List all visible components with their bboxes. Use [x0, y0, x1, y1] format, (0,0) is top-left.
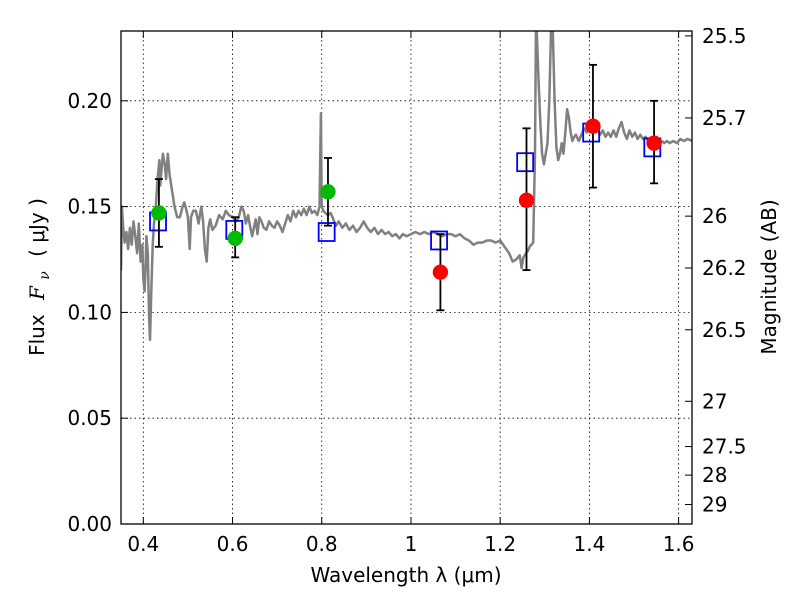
data-point: [151, 205, 167, 221]
y-axis-label-subscript: ν: [37, 271, 53, 280]
ticks-layer: [121, 31, 692, 525]
x-tick-label: 1.2: [484, 532, 516, 556]
x-tick-label: 1.4: [573, 532, 605, 556]
spectrum-layer: [121, 31, 692, 342]
x-tick-label: 0.4: [127, 532, 159, 556]
y-tick-label: 0.20: [67, 89, 112, 113]
right-tick-label: 27.5: [702, 435, 747, 459]
y-axis-label-right: Magnitude (AB): [757, 199, 781, 354]
tick-labels-layer: 0.4 0.6 0.8 1 1.2 1.4 1.6 0.00 0.05 0.10 0.15 0.20 2…: [67, 24, 746, 556]
model-square: [317, 222, 336, 242]
spectrum-line: [121, 31, 692, 342]
x-tick-label: 1.6: [663, 532, 695, 556]
model-squares-layer: [149, 122, 662, 251]
data-point: [227, 230, 243, 247]
x-tick-label: 1: [405, 532, 418, 556]
y-tick-label: 0.10: [67, 300, 112, 324]
model-square: [516, 152, 535, 173]
right-tick-label: 28: [702, 463, 727, 487]
right-tick-label: 27: [702, 389, 727, 413]
y-axis-label-symbol: F: [25, 285, 49, 301]
right-tick-label: 25.7: [702, 106, 747, 130]
data-points-layer: [151, 118, 662, 280]
x-tick-label: 0.8: [306, 532, 338, 556]
right-tick-label: 29: [702, 493, 727, 517]
y-axis-label-units: ( μJy ): [25, 198, 49, 257]
grid: [121, 31, 692, 524]
data-point: [646, 135, 662, 151]
right-tick-label: 26.2: [702, 256, 747, 280]
data-point: [585, 118, 601, 134]
data-point: [432, 264, 449, 280]
y-axis-label-prefix: Flux: [25, 314, 49, 356]
y-tick-label: 0.15: [67, 195, 112, 219]
plot-frame: [120, 30, 693, 525]
data-point: [518, 192, 535, 209]
error-bars-layer: [154, 63, 659, 312]
x-tick-label: 0.6: [217, 532, 249, 556]
data-point: [320, 184, 336, 200]
y-tick-label: 0.05: [67, 406, 112, 430]
y-tick-label: 0.00: [67, 512, 112, 536]
right-tick-label: 26.5: [702, 318, 747, 342]
right-tick-label: 25.5: [702, 24, 747, 48]
x-axis-label: Wavelength λ (μm): [310, 563, 501, 587]
model-square: [430, 230, 448, 251]
right-tick-label: 26: [702, 204, 727, 228]
y-axis-label-left: Flux F ν ( μJy ): [25, 198, 54, 356]
